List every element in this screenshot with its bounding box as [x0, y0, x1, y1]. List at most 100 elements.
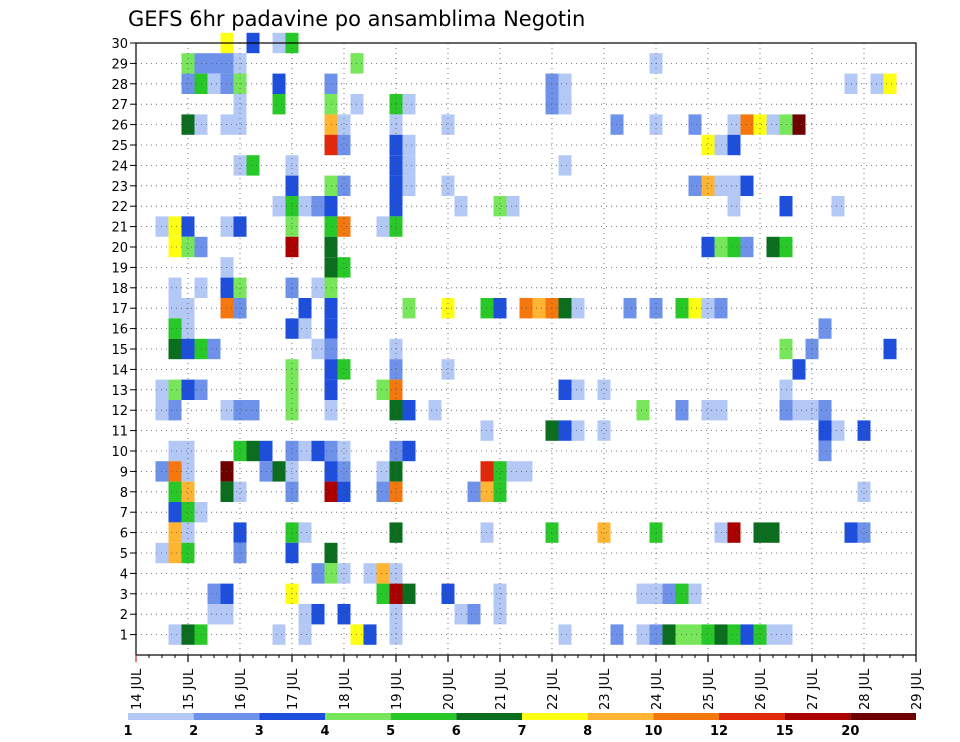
y-tick-label: 21 [111, 221, 128, 236]
heatmap-cell [298, 318, 312, 339]
y-tick-label: 3 [120, 588, 128, 603]
heatmap-cell [311, 277, 325, 298]
heatmap-cell [207, 53, 221, 74]
heatmap-cell [363, 563, 377, 584]
y-tick-label: 2 [120, 608, 128, 623]
y-tick-label: 24 [111, 159, 128, 174]
heatmap-cell [688, 298, 702, 319]
heatmap-cell [688, 583, 702, 604]
heatmap-cell [376, 461, 390, 482]
y-tick-label: 14 [111, 363, 128, 378]
heatmap-cell [207, 73, 221, 94]
heatmap-cell [662, 583, 676, 604]
heatmap-cell [311, 563, 325, 584]
heatmap-cell [298, 604, 312, 625]
chart-title: GEFS 6hr padavine po ansamblima Negotin [128, 7, 585, 31]
heatmap-cell [857, 522, 871, 543]
heatmap-cell [558, 155, 572, 176]
heatmap-cell [181, 522, 195, 543]
x-tick-label: 15 JUL [182, 668, 197, 710]
heatmap-cell [337, 604, 351, 625]
x-axis: 14 JUL 15 JUL 16 JUL 17 JUL 18 JUL 19 JUL 20 J… [130, 655, 925, 710]
colorbar-label: 12 [710, 724, 728, 739]
colorbar-label: 6 [452, 724, 461, 739]
heatmap-cell [766, 114, 780, 135]
y-tick-label: 13 [111, 384, 128, 399]
heatmap-cell [168, 338, 182, 360]
heatmap-cell [272, 94, 286, 115]
heatmap-cell [558, 624, 572, 645]
x-tick-label: 17 JUL [286, 668, 301, 710]
x-tick-label: 25 JUL [702, 668, 717, 710]
heatmap-cell [883, 338, 897, 360]
heatmap-cell [623, 298, 637, 319]
y-tick-label: 22 [111, 200, 128, 215]
heatmap-cell [233, 400, 247, 421]
colorbar-segment [325, 713, 391, 720]
y-tick-label: 12 [111, 404, 128, 419]
heatmap-cell [402, 440, 416, 462]
heatmap-cell [506, 196, 520, 217]
heatmap-cell [168, 481, 182, 502]
heatmap-cell [636, 583, 650, 604]
y-axis: 1234567891011121314151617181920212223242… [111, 37, 136, 644]
y-tick-label: 20 [111, 241, 128, 256]
heatmap-cell [727, 175, 741, 196]
heatmap-cell [233, 155, 247, 176]
y-tick-label: 30 [111, 37, 128, 52]
heatmap-cell [168, 522, 182, 543]
heatmap-cell [467, 481, 481, 502]
heatmap-cell [181, 440, 195, 462]
colorbar-label: 10 [644, 724, 662, 739]
heatmap-cell [376, 216, 390, 237]
heatmap-cell [727, 236, 741, 258]
x-tick-label: 16 JUL [234, 668, 249, 710]
colorbar-label: 7 [517, 724, 526, 739]
heatmap-cell [636, 400, 650, 421]
x-tick-label: 27 JUL [806, 668, 821, 710]
heatmap-cell [701, 175, 715, 196]
heatmap-cell [337, 359, 351, 380]
heatmap-cell [597, 522, 611, 543]
heatmap-cell [168, 298, 182, 319]
colorbar-segment [456, 713, 522, 720]
colorbar-label: 1 [123, 724, 132, 739]
x-tick-label: 19 JUL [390, 668, 405, 710]
heatmap-cell [376, 379, 390, 400]
heatmap-cell [337, 257, 351, 278]
heatmap-cell [233, 481, 247, 502]
heatmap-cell [506, 461, 520, 482]
heatmap-cell [337, 134, 351, 156]
y-tick-label: 4 [120, 567, 128, 582]
colorbar-segment [784, 713, 851, 720]
heatmap-cell [402, 134, 416, 156]
colorbar-segment [259, 713, 325, 720]
heatmap-cell [298, 522, 312, 543]
heatmap-cell [272, 73, 286, 94]
heatmap-cell [727, 624, 741, 645]
heatmap-cell [168, 400, 182, 421]
y-tick-label: 5 [120, 547, 128, 562]
heatmap-cell [168, 461, 182, 482]
heatmap-cell [376, 481, 390, 502]
heatmap-cell [701, 134, 715, 156]
heatmap-cell [298, 624, 312, 645]
heatmap-cell [688, 114, 702, 135]
colorbar-segment [390, 713, 457, 720]
heatmap-cell [688, 175, 702, 196]
heatmap-cell [298, 196, 312, 217]
colorbar-segment [653, 713, 719, 720]
heatmap-cell [376, 563, 390, 584]
heatmap-cell [246, 400, 260, 421]
heatmap-cell [168, 236, 182, 258]
y-tick-label: 15 [111, 343, 128, 358]
heatmap-cell [233, 216, 247, 237]
y-tick-label: 11 [111, 425, 128, 440]
heatmap-cell [558, 73, 572, 94]
heatmap-cell [181, 236, 195, 258]
heatmap-cell [376, 583, 390, 604]
y-tick-label: 25 [111, 139, 128, 154]
heatmap-cell [753, 522, 767, 543]
colorbar-segment [850, 713, 916, 720]
